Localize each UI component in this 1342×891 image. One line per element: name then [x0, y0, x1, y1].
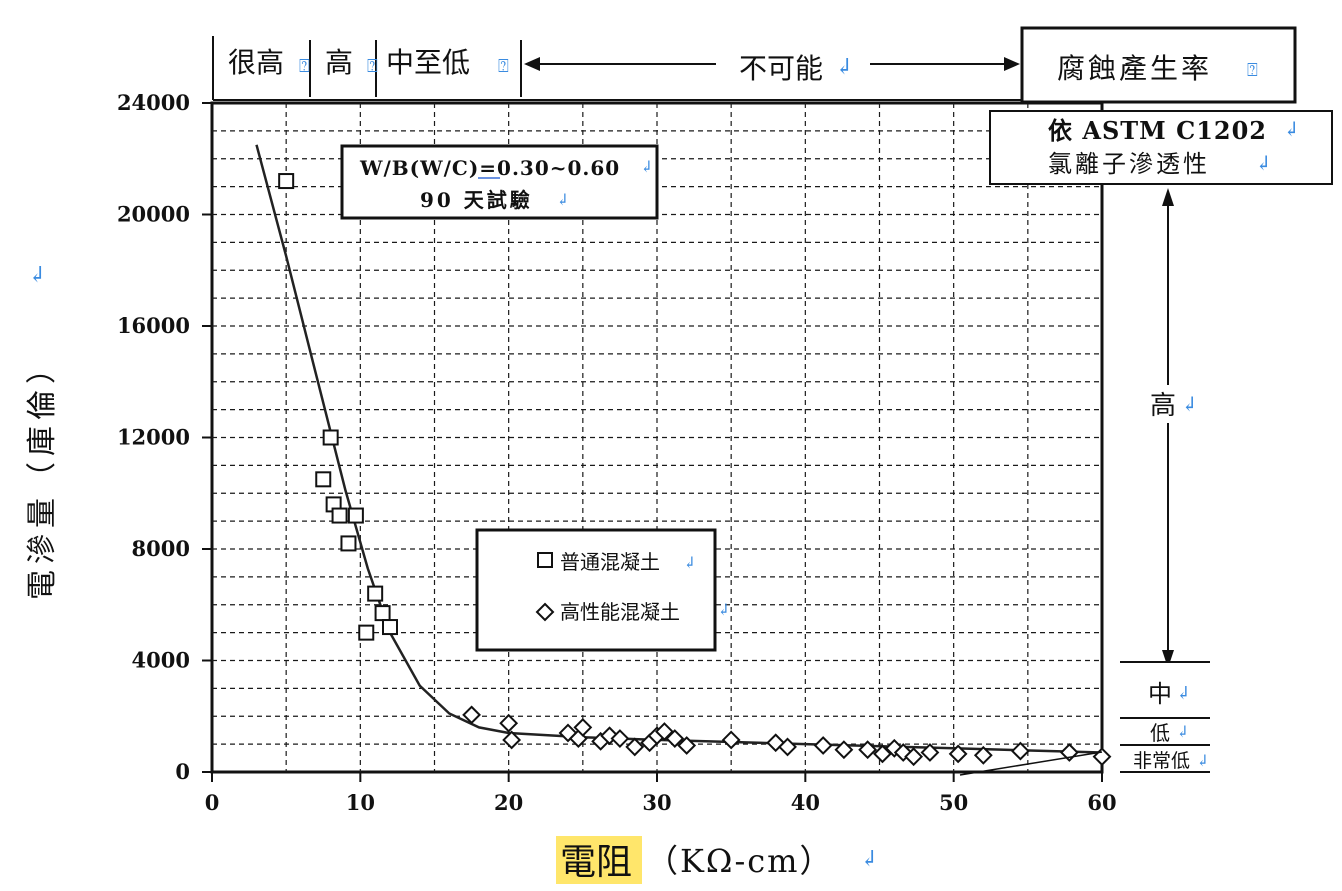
return-mark: ↲	[860, 847, 878, 872]
point-diamond	[1011, 741, 1030, 761]
y-tick-label: 0	[175, 759, 190, 784]
perm-high-bg	[1146, 385, 1196, 423]
axis-ticks: 0 4000 8000 12000 16000 20000 24000 0 10 20 30 40 50…	[117, 90, 1117, 815]
point-diamond	[462, 705, 481, 725]
legend-label-1: 高性能混凝土	[560, 600, 680, 624]
point-diamond	[873, 744, 892, 764]
return-mark: ↲	[717, 600, 730, 619]
point-diamond	[499, 713, 519, 733]
y-axis-label: 電滲量（庫倫）	[25, 348, 60, 600]
astm-box	[989, 110, 1333, 185]
return-mark: ↲	[1181, 392, 1198, 416]
point-square	[340, 535, 357, 552]
point-square	[382, 619, 398, 636]
return-mark: ⍰	[1247, 60, 1258, 81]
point-square	[315, 471, 332, 488]
return-mark: ↲	[1255, 151, 1272, 175]
x-tick-label: 10	[346, 790, 375, 815]
point-diamond	[858, 740, 878, 760]
astm-line1: 依 ASTM C1202	[1048, 116, 1267, 145]
return-mark: ⍰	[498, 56, 509, 77]
point-diamond	[904, 747, 924, 767]
x-tick-label: 0	[205, 790, 220, 815]
point-diamond	[813, 736, 833, 755]
x-tick-label: 50	[939, 790, 968, 815]
return-mark: ↲	[683, 553, 696, 572]
return-mark: ⍰	[299, 56, 310, 77]
point-diamond	[948, 744, 968, 764]
point-diamond	[778, 737, 797, 757]
perm-very-low: 非常低	[1133, 750, 1190, 772]
perm-arrow-down	[1162, 650, 1174, 668]
y-tick-label: 20000	[117, 202, 190, 227]
arrow-impossible-right-head	[1004, 57, 1020, 71]
return-mark: ⍰	[367, 56, 378, 77]
point-square	[331, 507, 348, 524]
data-points	[278, 173, 1112, 767]
point-diamond	[973, 745, 993, 765]
legend-box	[475, 528, 717, 652]
scale-impossible: 不可能	[739, 52, 823, 85]
y-tick-label: 24000	[117, 90, 190, 115]
point-diamond	[834, 740, 854, 760]
y-tick-label: 8000	[132, 536, 190, 561]
x-tick-label: 20	[494, 790, 523, 815]
return-mark: ↲	[640, 157, 653, 176]
point-diamond	[610, 729, 630, 748]
point-square	[358, 624, 375, 641]
return-mark: ↲	[1176, 683, 1191, 704]
point-diamond	[721, 730, 741, 750]
y-tick-label: 16000	[117, 313, 190, 338]
return-mark: ↲	[1283, 117, 1300, 141]
point-diamond	[502, 730, 522, 750]
arrow-impossible-left-head	[524, 57, 540, 71]
annotation-line1: W/B(W/C)=0.30~0.60	[359, 156, 620, 180]
point-diamond	[920, 743, 940, 762]
point-square	[278, 173, 295, 190]
return-mark: ↲	[28, 263, 46, 288]
astm-line2: 氯離子滲透性	[1048, 150, 1210, 178]
fit-curve	[255, 144, 1103, 754]
point-diamond	[625, 737, 645, 757]
legend-diamond-marker	[535, 602, 555, 622]
perm-arrow-up	[1162, 188, 1174, 206]
return-mark: ↲	[556, 190, 569, 209]
x-axis-label-unit: （KΩ-cm）	[646, 842, 834, 880]
scale-high: 高	[325, 46, 353, 79]
return-mark: ↲	[1176, 722, 1189, 741]
legend-label-0: 普通混凝土	[560, 550, 660, 574]
return-mark: ↲	[1196, 751, 1209, 770]
y-tick-label: 12000	[117, 425, 190, 450]
lower-right-line	[959, 751, 1103, 776]
perm-moderate: 中	[1148, 680, 1172, 708]
point-diamond	[677, 736, 697, 755]
legend-square-marker	[537, 552, 553, 568]
scale-mid-low: 中至低	[386, 46, 470, 79]
y-tick-label: 4000	[132, 648, 190, 673]
corrosion-title: 腐蝕產生率	[1057, 52, 1212, 85]
corrosion-box	[1020, 26, 1297, 104]
return-mark: ↲	[835, 55, 853, 80]
point-diamond	[573, 717, 593, 737]
point-diamond	[665, 729, 685, 748]
x-axis-label-main: 電阻	[560, 842, 632, 883]
scale-very-high: 很高	[228, 46, 284, 79]
annotation-line2: 90 天試驗	[420, 188, 533, 212]
perm-high: 高	[1150, 391, 1176, 421]
point-square	[347, 507, 364, 524]
x-tick-label: 30	[642, 790, 671, 815]
perm-low: 低	[1150, 721, 1170, 745]
point-square	[322, 429, 339, 446]
x-tick-label: 40	[791, 790, 820, 815]
x-label-highlight	[556, 836, 642, 884]
x-tick-label: 60	[1087, 790, 1116, 815]
point-square	[374, 605, 391, 622]
annotation-box	[340, 144, 659, 220]
point-square	[367, 585, 384, 602]
